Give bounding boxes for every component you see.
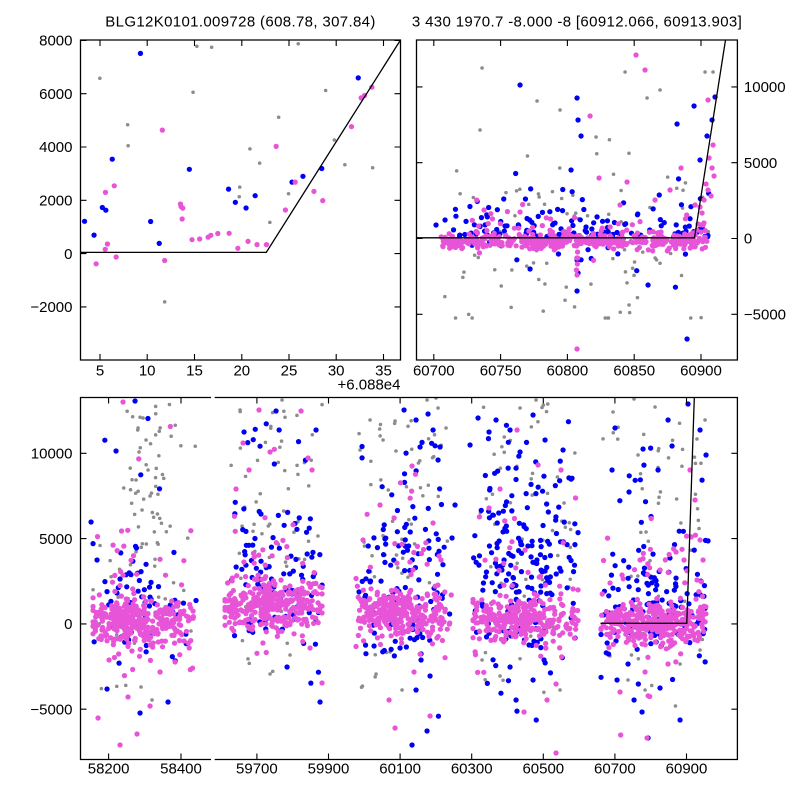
svg-text:60500: 60500	[522, 761, 564, 778]
svg-text:60700: 60700	[413, 363, 455, 380]
svg-text:60800: 60800	[547, 363, 589, 380]
svg-text:35: 35	[375, 363, 392, 380]
svg-text:20: 20	[233, 363, 250, 380]
svg-text:−2000: −2000	[30, 299, 72, 316]
svg-text:−5000: −5000	[30, 701, 72, 718]
svg-text:10000: 10000	[744, 79, 786, 96]
svg-text:60700: 60700	[594, 761, 636, 778]
svg-text:15: 15	[186, 363, 203, 380]
svg-text:5000: 5000	[744, 155, 777, 172]
svg-text:25: 25	[281, 363, 298, 380]
svg-text:58400: 58400	[160, 761, 202, 778]
svg-text:0: 0	[64, 616, 72, 633]
svg-text:59900: 59900	[308, 761, 350, 778]
svg-text:0: 0	[744, 231, 752, 248]
svg-text:60100: 60100	[379, 761, 421, 778]
svg-text:60750: 60750	[480, 363, 522, 380]
svg-text:60300: 60300	[451, 761, 493, 778]
svg-text:59700: 59700	[236, 761, 278, 778]
svg-text:0: 0	[64, 246, 72, 263]
svg-text:8000: 8000	[39, 33, 72, 50]
svg-text:10: 10	[139, 363, 156, 380]
svg-text:60850: 60850	[613, 363, 655, 380]
svg-text:30: 30	[328, 363, 345, 380]
svg-text:3 430 1970.7 -8.000 -8 [60912.: 3 430 1970.7 -8.000 -8 [60912.066, 60913…	[412, 13, 742, 30]
svg-text:5000: 5000	[39, 531, 72, 548]
svg-text:5: 5	[96, 363, 104, 380]
svg-text:+6.088e4: +6.088e4	[338, 377, 401, 394]
svg-text:10000: 10000	[31, 446, 73, 463]
svg-text:−5000: −5000	[744, 307, 786, 324]
svg-text:6000: 6000	[39, 86, 72, 103]
svg-text:BLG12K0101.009728 (608.78, 307: BLG12K0101.009728 (608.78, 307.84)	[105, 13, 375, 30]
svg-text:60900: 60900	[680, 363, 722, 380]
svg-text:60900: 60900	[666, 761, 708, 778]
svg-text:58200: 58200	[88, 761, 130, 778]
svg-text:4000: 4000	[39, 139, 72, 156]
svg-text:2000: 2000	[39, 193, 72, 210]
